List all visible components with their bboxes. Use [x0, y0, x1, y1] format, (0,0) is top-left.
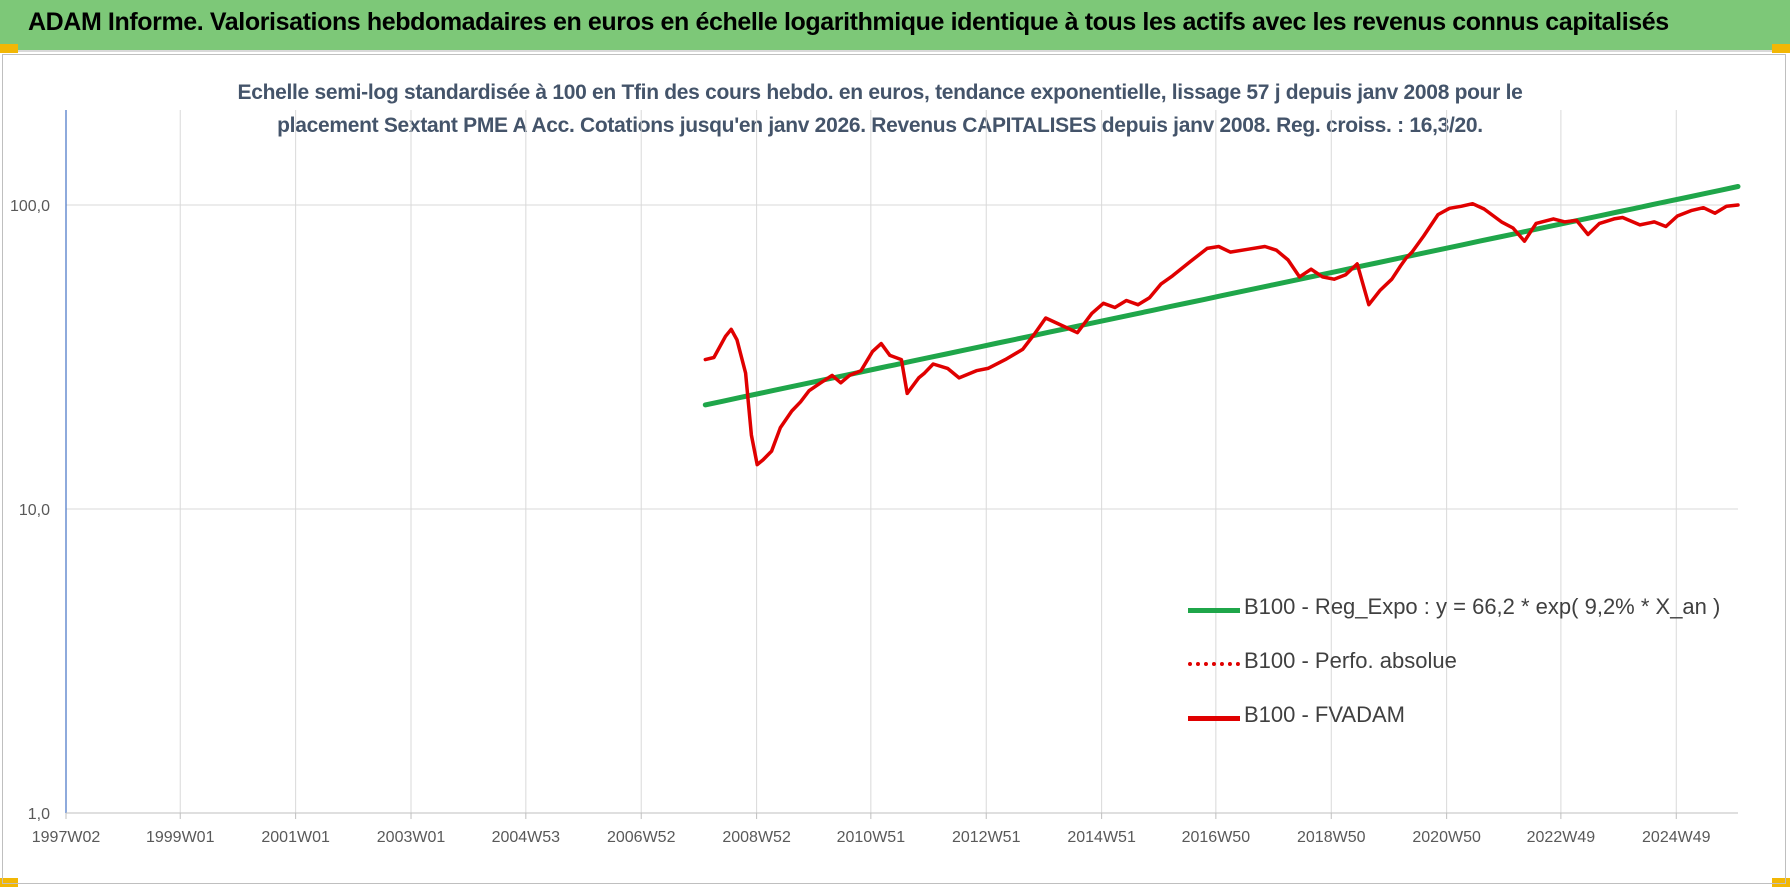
legend-label-perfo-absolue: B100 - Perfo. absolue	[1244, 648, 1457, 673]
x-tick-label: 1997W02	[32, 829, 101, 846]
chart-subtitle-line-1: Echelle semi-log standardisée à 100 en T…	[237, 81, 1523, 104]
corner-accent-top-right	[1772, 44, 1790, 53]
legend-label-fvadam: B100 - FVADAM	[1244, 702, 1405, 727]
x-tick-label: 2003W01	[377, 829, 446, 846]
x-tick-label: 2022W49	[1527, 829, 1596, 846]
x-tick-label: 2004W53	[492, 829, 561, 846]
y-tick-label: 100,0	[10, 198, 50, 215]
legend-item-fvadam: B100 - FVADAM	[1188, 696, 1708, 750]
x-tick-label: 2010W51	[837, 829, 906, 846]
legend-label-regression: B100 - Reg_Expo : y = 66,2 * exp( 9,2% *…	[1244, 594, 1721, 619]
legend-swatch-perfo-absolue	[1188, 662, 1240, 666]
legend-swatch-regression	[1188, 608, 1240, 613]
series-group	[702, 184, 1741, 467]
x-tick-label: 2018W50	[1297, 829, 1366, 846]
chart-subtitle: Echelle semi-log standardisée à 100 en T…	[180, 76, 1580, 142]
series-line-fvadam	[703, 201, 1740, 467]
legend: B100 - Reg_Expo : y = 66,2 * exp( 9,2% *…	[1188, 588, 1720, 750]
x-tick-label: 2006W52	[607, 829, 676, 846]
x-tick-label: 2016W50	[1182, 829, 1251, 846]
x-tick-label: 2020W50	[1412, 829, 1481, 846]
chart-subtitle-line-2: placement Sextant PME A Acc. Cotations j…	[277, 114, 1483, 137]
banner: ADAM Informe. Valorisations hebdomadaire…	[0, 0, 1790, 52]
x-tick-label: 1999W01	[146, 829, 215, 846]
corner-accent-bottom-left	[0, 878, 18, 887]
axes	[65, 110, 1738, 819]
legend-item-perfo-absolue: B100 - Perfo. absolue	[1188, 642, 1708, 696]
x-tick-label: 2024W49	[1642, 829, 1711, 846]
y-tick-label: 10,0	[19, 502, 50, 519]
legend-item-regression: B100 - Reg_Expo : y = 66,2 * exp( 9,2% *…	[1188, 588, 1720, 642]
corner-accent-bottom-right	[1772, 878, 1790, 887]
x-tick-label: 2014W51	[1067, 829, 1136, 846]
x-tick-label: 2008W52	[722, 829, 791, 846]
y-axis-ticks: 1,0 10,0 100,0	[10, 198, 50, 823]
banner-title: ADAM Informe. Valorisations hebdomadaire…	[28, 8, 1669, 36]
x-tick-label: 2001W01	[261, 829, 330, 846]
x-tick-label: 2012W51	[952, 829, 1021, 846]
y-tick-label: 1,0	[28, 806, 50, 823]
legend-swatch-fvadam	[1188, 716, 1240, 721]
corner-accent-top-left	[0, 44, 18, 53]
x-axis-ticks: 1997W02 1999W01 2001W01 2003W01 2004W53 2006W…	[32, 829, 1711, 846]
chart-frame	[2, 54, 1786, 884]
